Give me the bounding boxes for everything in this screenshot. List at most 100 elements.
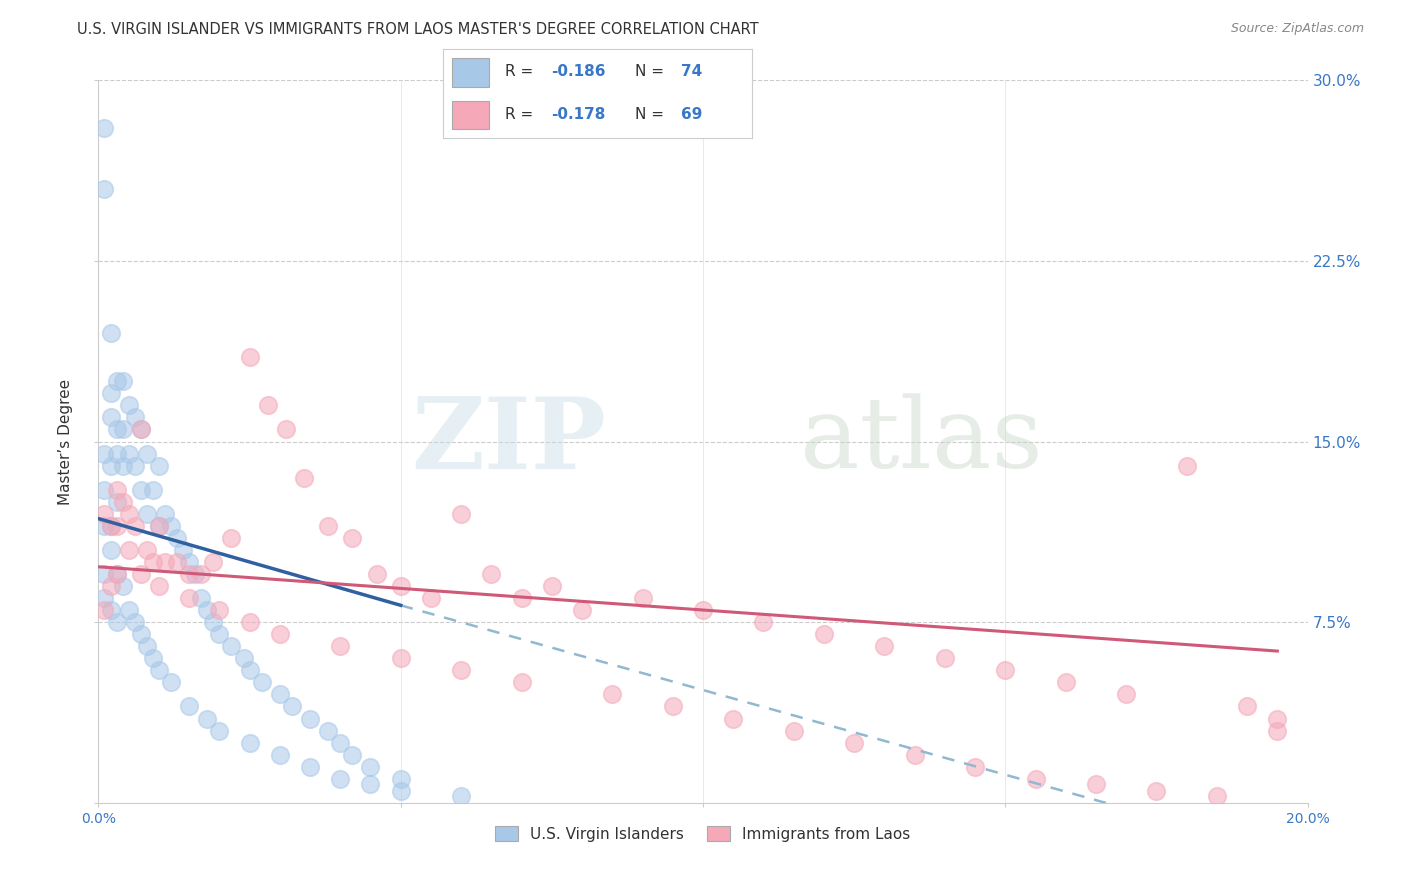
Point [299, 712, 322, 726]
Point [160, 518, 183, 533]
Point [540, 579, 562, 593]
Point [118, 542, 141, 557]
Point [100, 326, 122, 340]
Point [602, 687, 624, 701]
Point [179, 591, 201, 605]
Point [111, 579, 134, 593]
Point [481, 567, 503, 582]
Point [661, 699, 683, 714]
Point [360, 776, 382, 790]
Point [190, 567, 212, 582]
Point [329, 639, 352, 653]
Point [135, 446, 157, 460]
Legend: U.S. Virgin Islanders, Immigrants from Laos: U.S. Virgin Islanders, Immigrants from L… [488, 818, 918, 849]
Point [752, 615, 775, 630]
Point [783, 723, 806, 738]
Point [93, 518, 115, 533]
Point [135, 542, 157, 557]
Point [316, 518, 339, 533]
Point [93, 483, 115, 497]
Point [179, 567, 201, 582]
Point [329, 772, 352, 786]
Text: -0.186: -0.186 [551, 64, 606, 79]
Point [510, 675, 533, 690]
Text: N =: N = [634, 64, 668, 79]
Point [232, 651, 254, 665]
Point [450, 664, 472, 678]
Point [129, 422, 152, 436]
Point [274, 422, 297, 436]
Text: -0.178: -0.178 [551, 107, 606, 122]
Text: atlas: atlas [800, 393, 1042, 490]
Point [124, 615, 146, 630]
Text: 74: 74 [681, 64, 703, 79]
Point [195, 603, 218, 617]
Point [202, 615, 225, 630]
Point [100, 518, 122, 533]
Point [389, 772, 412, 786]
Text: R =: R = [505, 64, 538, 79]
Point [1024, 772, 1046, 786]
Text: ZIP: ZIP [412, 393, 606, 490]
Point [281, 699, 304, 714]
Point [142, 555, 165, 569]
Point [299, 760, 322, 774]
Point [342, 747, 364, 762]
Point [239, 664, 262, 678]
Point [1206, 789, 1229, 803]
Point [994, 664, 1017, 678]
Point [105, 483, 128, 497]
Point [208, 627, 231, 641]
Point [450, 789, 472, 803]
Point [111, 374, 134, 388]
Point [118, 446, 141, 460]
Point [269, 747, 291, 762]
Point [1267, 723, 1289, 738]
Text: 69: 69 [681, 107, 703, 122]
Point [239, 735, 262, 749]
FancyBboxPatch shape [453, 101, 489, 129]
Point [184, 567, 207, 582]
Point [153, 555, 176, 569]
Point [100, 542, 122, 557]
Point [166, 555, 188, 569]
Point [360, 760, 382, 774]
Point [111, 494, 134, 508]
Point [118, 603, 141, 617]
Point [148, 664, 170, 678]
Point [100, 386, 122, 401]
Point [269, 687, 291, 701]
Point [105, 374, 128, 388]
Point [142, 483, 165, 497]
Point [124, 458, 146, 473]
Point [329, 735, 352, 749]
Point [129, 627, 152, 641]
Point [723, 712, 745, 726]
Point [166, 531, 188, 545]
Point [105, 446, 128, 460]
Point [93, 603, 115, 617]
Point [844, 735, 866, 749]
Y-axis label: Master’s Degree: Master’s Degree [58, 378, 73, 505]
Point [420, 591, 443, 605]
Point [100, 458, 122, 473]
Point [221, 639, 243, 653]
Point [389, 784, 412, 798]
Point [239, 615, 262, 630]
Point [631, 591, 654, 605]
Point [510, 591, 533, 605]
Point [105, 422, 128, 436]
Point [105, 615, 128, 630]
Point [148, 458, 170, 473]
Point [1054, 675, 1077, 690]
Text: U.S. VIRGIN ISLANDER VS IMMIGRANTS FROM LAOS MASTER'S DEGREE CORRELATION CHART: U.S. VIRGIN ISLANDER VS IMMIGRANTS FROM … [77, 22, 759, 37]
Point [934, 651, 956, 665]
Text: N =: N = [634, 107, 668, 122]
Point [105, 567, 128, 582]
Point [118, 398, 141, 412]
Point [93, 507, 115, 521]
Point [813, 627, 835, 641]
Point [1144, 784, 1167, 798]
Point [221, 531, 243, 545]
Point [269, 627, 291, 641]
